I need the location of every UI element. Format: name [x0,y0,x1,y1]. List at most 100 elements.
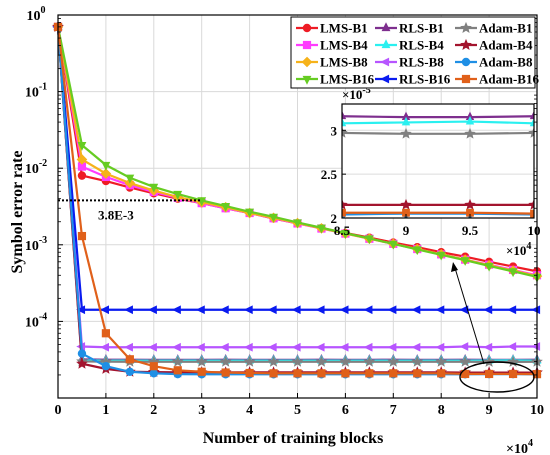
legend-entry-adam-b1: Adam-B1 [455,21,532,36]
legend-label: LMS-B8 [320,55,368,70]
data-point [172,342,181,352]
data-point [531,342,541,351]
data-point [269,213,278,223]
data-point [293,219,302,229]
data-point [269,369,278,378]
data-point [149,183,159,193]
legend-label: RLS-B8 [399,55,444,70]
data-point [342,127,348,138]
data-point [485,369,494,379]
data-point [339,355,352,367]
data-point [435,305,445,315]
inset-zoom: 8.5 9 9.5 10 2 2.5 3 ×10-5 ×104 [321,85,541,258]
inset-series-line [342,120,534,125]
data-point [100,168,112,179]
data-point [171,355,184,367]
legend-label: RLS-B16 [399,72,451,87]
data-point [124,342,133,352]
legend-entry-rls-b8: RLS-B8 [375,55,444,70]
x-tick-label: 5 [294,403,301,418]
inset-series-adam-b1 [342,127,534,139]
inset-y-tick-label: 3 [331,123,338,138]
data-point [413,369,422,378]
data-point [173,366,182,375]
legend-entry-rls-b4: RLS-B4 [375,38,444,53]
inset-series-line [342,115,534,119]
data-point [342,110,347,120]
data-point [243,355,256,367]
data-point [437,369,446,378]
data-point [315,342,325,352]
series-lines [52,20,543,379]
data-point [76,305,86,315]
data-point [387,342,397,352]
data-point [459,342,469,351]
x-tick-label: 10 [530,403,544,418]
inset-series-rls-b4 [342,116,534,127]
data-point [302,23,312,33]
series-adam-b16 [53,22,542,379]
data-point [341,369,350,378]
x-tick-label: 9 [486,403,493,418]
data-point [76,154,88,165]
data-point [101,329,111,338]
data-point [339,305,349,315]
data-point [148,305,157,315]
data-point [219,342,229,352]
data-point [243,305,253,315]
inset-x-tick-label: 9.5 [462,223,479,238]
data-point [508,369,518,379]
data-point [301,56,313,68]
data-point [172,305,181,315]
data-point [459,355,471,367]
data-point [387,305,397,315]
data-point [508,268,518,278]
data-point [77,349,87,358]
data-point [267,342,277,352]
data-point [529,117,534,127]
data-point [245,368,254,378]
data-point [461,57,471,67]
zoom-arrow [454,267,485,365]
data-point [411,342,421,352]
data-point [77,142,87,151]
legend-label: RLS-B1 [399,21,444,36]
zoom-region-ellipse [459,361,535,393]
data-point [148,342,157,352]
data-point [460,21,472,33]
data-point [363,342,373,352]
legend-label: Adam-B1 [479,21,532,36]
inset-y-exponent: ×10-5 [342,85,371,102]
data-point [380,57,390,67]
inset-series-line [342,131,534,135]
y-tick-label: 10-4 [25,311,47,330]
inset-x-tick-label: 9 [403,223,410,238]
legend-label: Adam-B4 [479,38,533,53]
data-point [101,362,111,371]
data-point [412,246,422,256]
legend-entry-lms-b16: LMS-B16 [296,72,375,87]
data-point [339,342,349,352]
data-point [435,342,445,352]
inset-x-tick-label: 10 [528,223,541,238]
inset-series [342,110,534,218]
data-point [483,342,493,352]
data-point [125,367,135,376]
data-point [411,355,424,367]
data-point [483,355,495,367]
data-point [267,305,277,315]
inset-y-tick-label: 2.5 [321,167,338,182]
data-point [364,235,374,245]
data-point [77,171,87,180]
legend-label: RLS-B4 [399,38,444,53]
threshold-label: 3.8E-3 [98,207,134,222]
data-point [125,174,135,184]
x-tick-label: 7 [390,403,397,418]
data-point [291,342,301,352]
data-point [465,116,475,125]
data-point [291,305,301,315]
y-tick-label: 10-2 [25,158,47,177]
data-point [380,74,390,84]
legend-entry-lms-b4: LMS-B4 [296,38,368,53]
